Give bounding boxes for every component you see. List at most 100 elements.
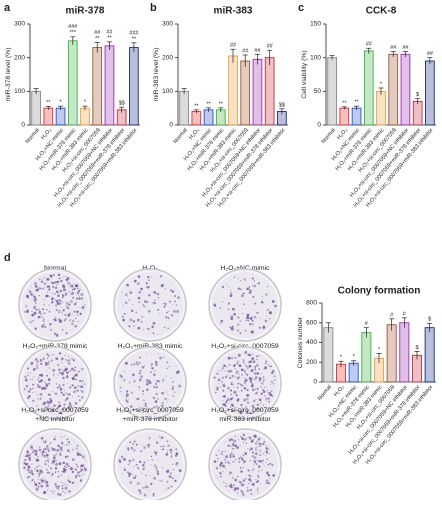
colony xyxy=(247,319,250,322)
colony xyxy=(233,313,236,316)
colony xyxy=(229,291,233,295)
colony xyxy=(61,310,63,312)
colony xyxy=(222,481,225,484)
colony xyxy=(242,359,245,362)
colony xyxy=(39,359,43,362)
colony xyxy=(63,325,65,327)
colony xyxy=(80,293,84,296)
colony xyxy=(168,366,170,368)
colony xyxy=(66,359,70,363)
colony xyxy=(246,487,249,489)
colony xyxy=(50,281,52,284)
colony xyxy=(267,463,269,466)
colony xyxy=(234,435,237,437)
colony xyxy=(161,404,164,407)
colony xyxy=(244,372,246,374)
colony xyxy=(246,316,249,320)
colony xyxy=(238,373,240,375)
colony xyxy=(146,486,149,489)
colony xyxy=(236,487,240,490)
colony xyxy=(250,447,253,451)
colony xyxy=(153,291,157,295)
colony xyxy=(67,465,70,468)
colony xyxy=(157,309,160,311)
colony xyxy=(160,479,163,483)
colony xyxy=(243,460,246,463)
colony xyxy=(72,359,76,362)
colony xyxy=(127,463,130,466)
colony xyxy=(155,405,158,408)
colony xyxy=(62,276,64,278)
colony xyxy=(127,296,129,297)
colony xyxy=(138,389,140,391)
colony xyxy=(140,320,143,323)
colony xyxy=(58,384,61,386)
colony xyxy=(138,290,142,294)
colony xyxy=(123,458,126,461)
colony xyxy=(26,476,29,479)
colony xyxy=(75,463,78,466)
colony xyxy=(58,371,61,374)
colony xyxy=(57,374,59,376)
colony xyxy=(139,318,141,320)
colony xyxy=(79,466,81,468)
colony xyxy=(41,479,45,483)
colony xyxy=(258,377,262,380)
colony xyxy=(221,367,223,370)
colony xyxy=(127,471,129,474)
colony xyxy=(145,379,149,382)
colony xyxy=(259,445,261,448)
colonies xyxy=(118,436,182,497)
colony xyxy=(137,296,141,300)
colony xyxy=(65,275,67,277)
colony xyxy=(233,390,237,394)
colony xyxy=(45,452,47,454)
colony xyxy=(245,411,249,415)
colony xyxy=(45,281,47,283)
colony xyxy=(50,329,52,331)
colony xyxy=(34,483,38,486)
significance: ## xyxy=(390,45,397,51)
colony xyxy=(63,366,65,368)
colony xyxy=(132,373,135,377)
colony xyxy=(55,286,58,289)
colony xyxy=(130,446,134,450)
colony xyxy=(244,378,248,382)
colony xyxy=(139,362,141,365)
colony xyxy=(23,387,26,391)
colony xyxy=(36,366,39,370)
colony xyxy=(81,380,84,383)
colony xyxy=(174,300,176,303)
colony xyxy=(258,398,262,402)
bar xyxy=(191,111,202,126)
y-axis-label: miR-378 level (%) xyxy=(5,47,12,101)
colonies xyxy=(23,352,86,415)
colony xyxy=(174,479,177,482)
colony xyxy=(34,318,36,320)
colony xyxy=(251,470,253,472)
colony xyxy=(158,480,160,482)
colony xyxy=(74,402,78,405)
colony xyxy=(38,446,41,448)
colony xyxy=(52,459,56,463)
colony xyxy=(167,327,170,330)
colony xyxy=(125,394,128,396)
colony xyxy=(60,300,62,302)
colony xyxy=(217,457,219,460)
colony xyxy=(39,287,42,290)
colony xyxy=(234,490,236,492)
colony xyxy=(37,397,39,400)
colony xyxy=(141,472,143,474)
colony xyxy=(246,388,249,392)
colony xyxy=(43,491,47,494)
colony xyxy=(225,405,227,408)
colony xyxy=(71,322,74,326)
colony xyxy=(43,282,47,286)
colony xyxy=(34,282,37,286)
colony xyxy=(171,304,173,306)
colony xyxy=(149,475,151,477)
colony xyxy=(261,382,264,385)
colony xyxy=(72,319,75,323)
colony xyxy=(56,481,58,482)
colony xyxy=(242,494,245,497)
